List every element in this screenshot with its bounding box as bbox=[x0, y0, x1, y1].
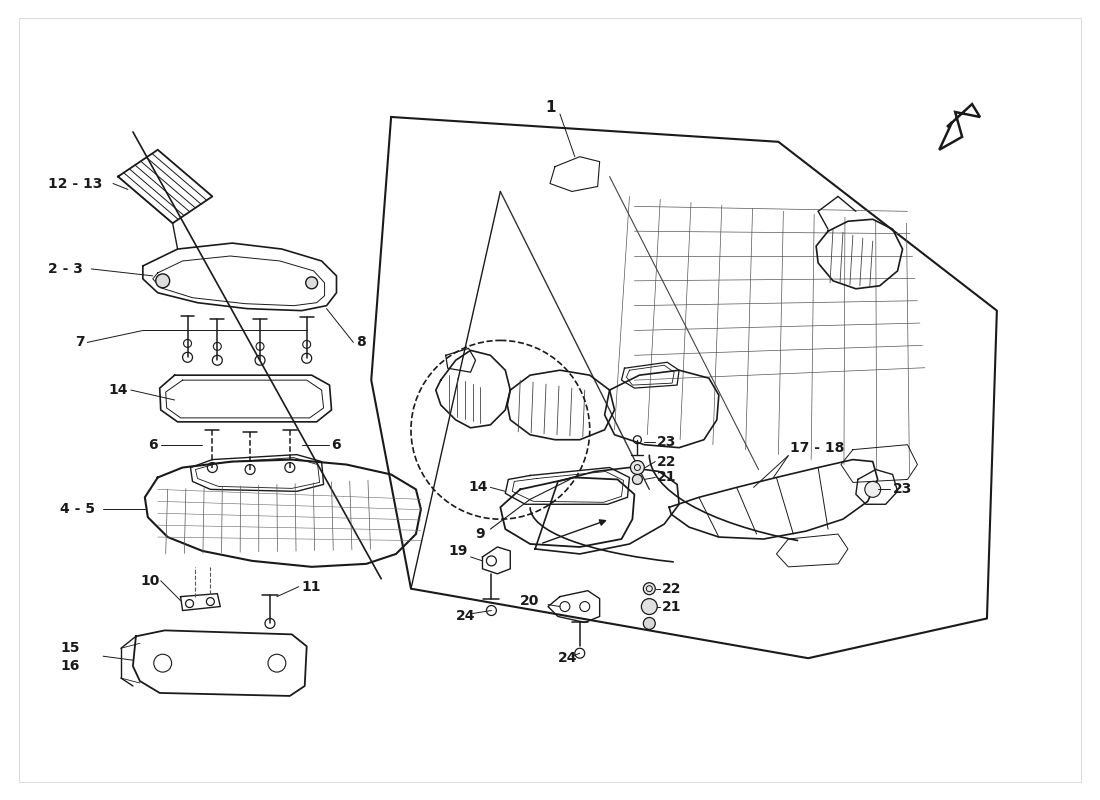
Circle shape bbox=[156, 274, 169, 288]
Text: 6: 6 bbox=[331, 438, 341, 452]
Text: 23: 23 bbox=[658, 434, 676, 449]
Text: 1: 1 bbox=[544, 99, 556, 114]
Text: 23: 23 bbox=[892, 482, 912, 496]
Text: 10: 10 bbox=[141, 574, 161, 588]
Circle shape bbox=[641, 598, 658, 614]
Text: 7: 7 bbox=[75, 335, 85, 350]
Text: 21: 21 bbox=[662, 599, 682, 614]
Text: 24: 24 bbox=[558, 651, 578, 665]
Text: 11: 11 bbox=[301, 580, 321, 594]
Text: 15: 15 bbox=[60, 642, 80, 655]
Text: 16: 16 bbox=[60, 659, 80, 673]
Text: 20: 20 bbox=[520, 594, 540, 607]
Text: 12 - 13: 12 - 13 bbox=[47, 177, 102, 190]
Circle shape bbox=[632, 474, 642, 485]
Text: 17 - 18: 17 - 18 bbox=[790, 441, 845, 454]
Text: 19: 19 bbox=[449, 544, 469, 558]
Circle shape bbox=[644, 582, 656, 594]
Text: 24: 24 bbox=[455, 610, 475, 623]
Text: 4 - 5: 4 - 5 bbox=[60, 502, 96, 516]
Text: 14: 14 bbox=[108, 383, 128, 397]
Text: 6: 6 bbox=[147, 438, 157, 452]
Text: 22: 22 bbox=[662, 582, 682, 596]
Text: 22: 22 bbox=[658, 454, 676, 469]
Circle shape bbox=[644, 618, 656, 630]
Text: 14: 14 bbox=[469, 480, 488, 494]
Polygon shape bbox=[939, 104, 980, 150]
Text: 8: 8 bbox=[356, 335, 366, 350]
Text: 21: 21 bbox=[658, 470, 676, 485]
Circle shape bbox=[865, 482, 881, 498]
Circle shape bbox=[306, 277, 318, 289]
Circle shape bbox=[630, 461, 645, 474]
Text: 2 - 3: 2 - 3 bbox=[47, 262, 82, 276]
Text: 9: 9 bbox=[475, 527, 485, 541]
